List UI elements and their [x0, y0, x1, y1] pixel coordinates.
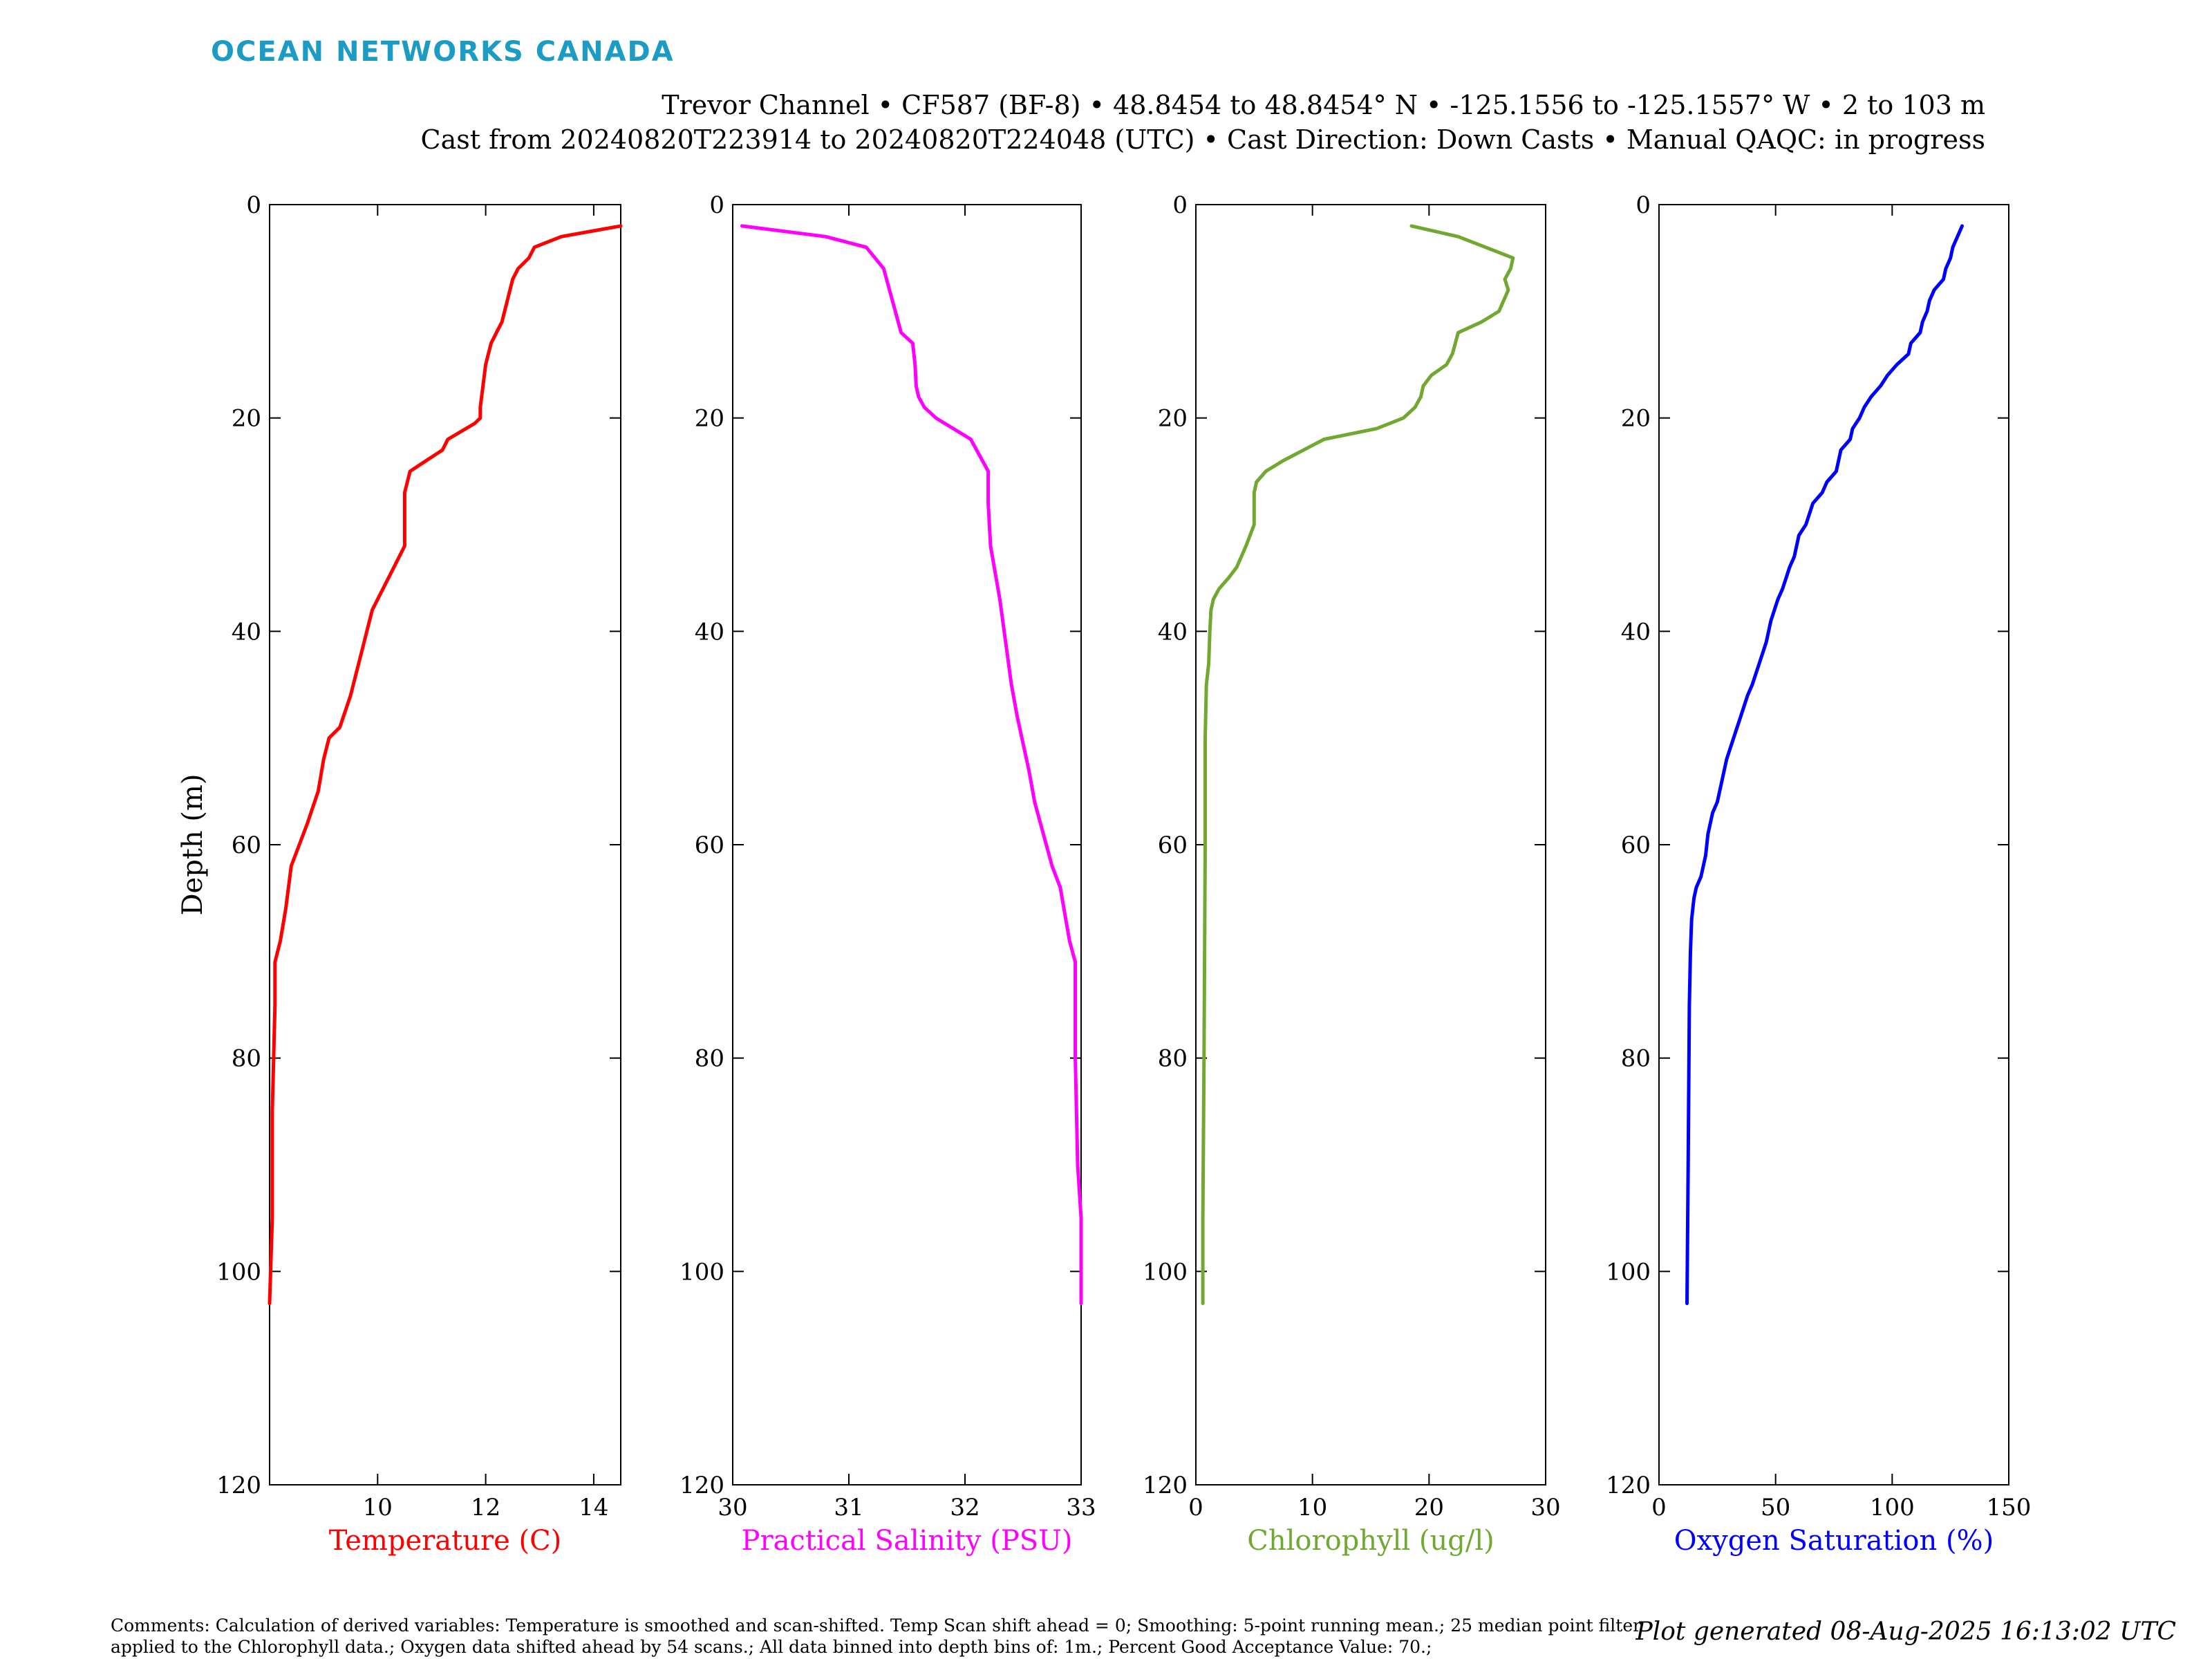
y-tick-label: 80: [695, 1045, 724, 1073]
x-tick-label: 0: [1651, 1494, 1667, 1521]
generated-timestamp: Plot generated 08-Aug-2025 16:13:02 UTC: [1635, 1618, 2176, 1646]
x-tick-label: 31: [834, 1494, 863, 1521]
x-tick-label: 14: [579, 1494, 608, 1521]
y-tick-label: 100: [1606, 1258, 1651, 1286]
x-tick-label: 100: [1870, 1494, 1915, 1521]
y-tick-label: 40: [1158, 618, 1188, 646]
y-tick-label: 40: [232, 618, 261, 646]
y-tick-label: 60: [1621, 832, 1651, 859]
brand-logo: OCEAN NETWORKS CANADA: [211, 36, 675, 68]
plot-header-line2: Cast from 20240820T223914 to 20240820T22…: [420, 124, 1985, 155]
x-axis-label: Oxygen Saturation (%): [1674, 1525, 1994, 1557]
x-tick-label: 10: [1297, 1494, 1327, 1521]
y-tick-label: 120: [1143, 1472, 1188, 1499]
y-tick-label: 40: [695, 618, 724, 646]
y-tick-label: 20: [1158, 405, 1188, 433]
x-axis-label: Practical Salinity (PSU): [742, 1525, 1073, 1557]
y-tick-label: 0: [246, 191, 261, 219]
x-tick-label: 32: [950, 1494, 980, 1521]
profile-line: [268, 224, 623, 1306]
y-tick-label: 120: [1606, 1472, 1651, 1499]
profile-line: [1201, 224, 1515, 1306]
plot-frame: [1195, 204, 1546, 1485]
plot-header-line1: Trevor Channel • CF587 (BF-8) • 48.8454 …: [662, 90, 1985, 120]
x-tick-label: 150: [1987, 1494, 2032, 1521]
x-tick-label: 12: [471, 1494, 500, 1521]
y-tick-label: 20: [232, 405, 261, 433]
y-tick-label: 20: [1621, 405, 1651, 433]
processing-comments: Comments: Calculation of derived variabl…: [111, 1615, 1642, 1657]
profile-line: [1685, 224, 1964, 1306]
y-tick-label: 80: [1158, 1045, 1188, 1073]
y-tick-label: 100: [216, 1258, 261, 1286]
x-axis-label: Chlorophyll (ug/l): [1247, 1525, 1494, 1557]
x-tick-label: 0: [1188, 1494, 1203, 1521]
plot-frame: [269, 204, 621, 1485]
x-tick-label: 10: [363, 1494, 393, 1521]
y-tick-label: 60: [695, 832, 724, 859]
plot-frame: [1658, 204, 2009, 1485]
y-tick-label: 20: [695, 405, 724, 433]
y-tick-label: 0: [1635, 191, 1651, 219]
profile-line: [740, 224, 1083, 1306]
x-tick-label: 50: [1761, 1494, 1790, 1521]
x-tick-label: 33: [1066, 1494, 1096, 1521]
y-tick-label: 80: [1621, 1045, 1651, 1073]
x-tick-label: 30: [1530, 1494, 1560, 1521]
x-axis-label: Temperature (C): [329, 1525, 562, 1557]
panel-1: 0 20 40 60 80 100 120 10 12 14 Temperature (C) Dept…: [177, 191, 623, 1557]
y-tick-label: 40: [1621, 618, 1651, 646]
plot-frame: [732, 204, 1082, 1485]
y-tick-label: 80: [232, 1045, 261, 1073]
y-axis-label: Depth (m): [177, 774, 209, 915]
x-tick-label: 20: [1414, 1494, 1444, 1521]
y-tick-label: 60: [1158, 832, 1188, 859]
y-tick-label: 100: [1143, 1258, 1188, 1286]
y-tick-label: 120: [216, 1472, 261, 1499]
y-tick-label: 100: [679, 1258, 724, 1286]
y-tick-label: 60: [232, 832, 261, 859]
y-tick-label: 120: [679, 1472, 724, 1499]
y-tick-label: 0: [1172, 191, 1188, 219]
x-tick-label: 30: [718, 1494, 747, 1521]
y-tick-label: 0: [709, 191, 724, 219]
